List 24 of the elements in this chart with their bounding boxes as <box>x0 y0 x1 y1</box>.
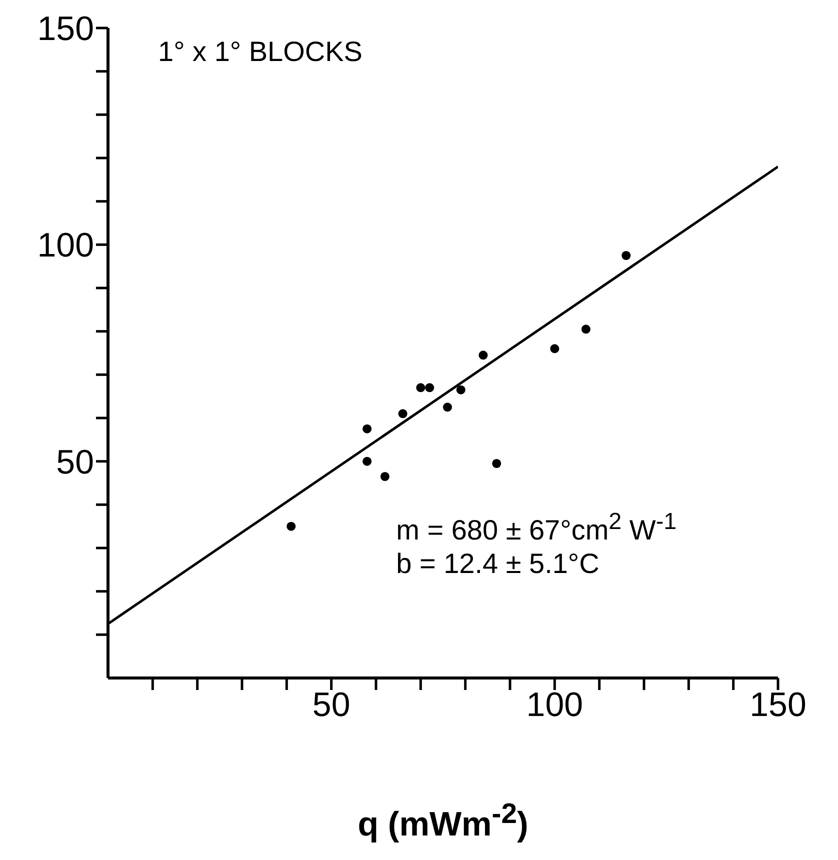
point <box>362 424 372 434</box>
x-tick-label: 100 <box>526 686 584 724</box>
x-axis-title: q (mWm$^{-2}$) <box>356 798 530 844</box>
point <box>286 522 296 531</box>
point <box>492 458 502 468</box>
y-tick-label: 50 <box>56 443 94 482</box>
point <box>416 383 426 392</box>
point <box>442 402 452 412</box>
annotation: m = 680 ± 67°cm$^{2}$ W$^{-1}$ <box>396 508 677 546</box>
point <box>362 456 372 466</box>
y-tick-label: 150 <box>37 10 94 48</box>
point <box>380 472 390 482</box>
annotation: 1° x 1° BLOCKS <box>158 36 362 68</box>
point <box>398 409 408 418</box>
annotation: b = 12.4 ± 5.1°C <box>396 548 600 580</box>
x-tick-label: 50 <box>312 686 350 724</box>
y-tick-label: 100 <box>37 226 94 265</box>
point <box>425 383 434 392</box>
point <box>456 385 466 394</box>
point <box>581 324 590 334</box>
point <box>622 250 631 260</box>
point <box>550 344 560 354</box>
point <box>478 350 488 360</box>
x-tick-label: 150 <box>750 686 806 724</box>
